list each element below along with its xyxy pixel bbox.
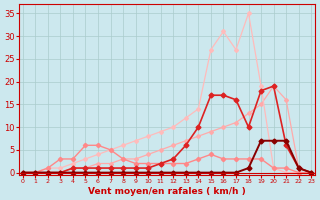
X-axis label: Vent moyen/en rafales ( km/h ): Vent moyen/en rafales ( km/h ) <box>88 187 246 196</box>
